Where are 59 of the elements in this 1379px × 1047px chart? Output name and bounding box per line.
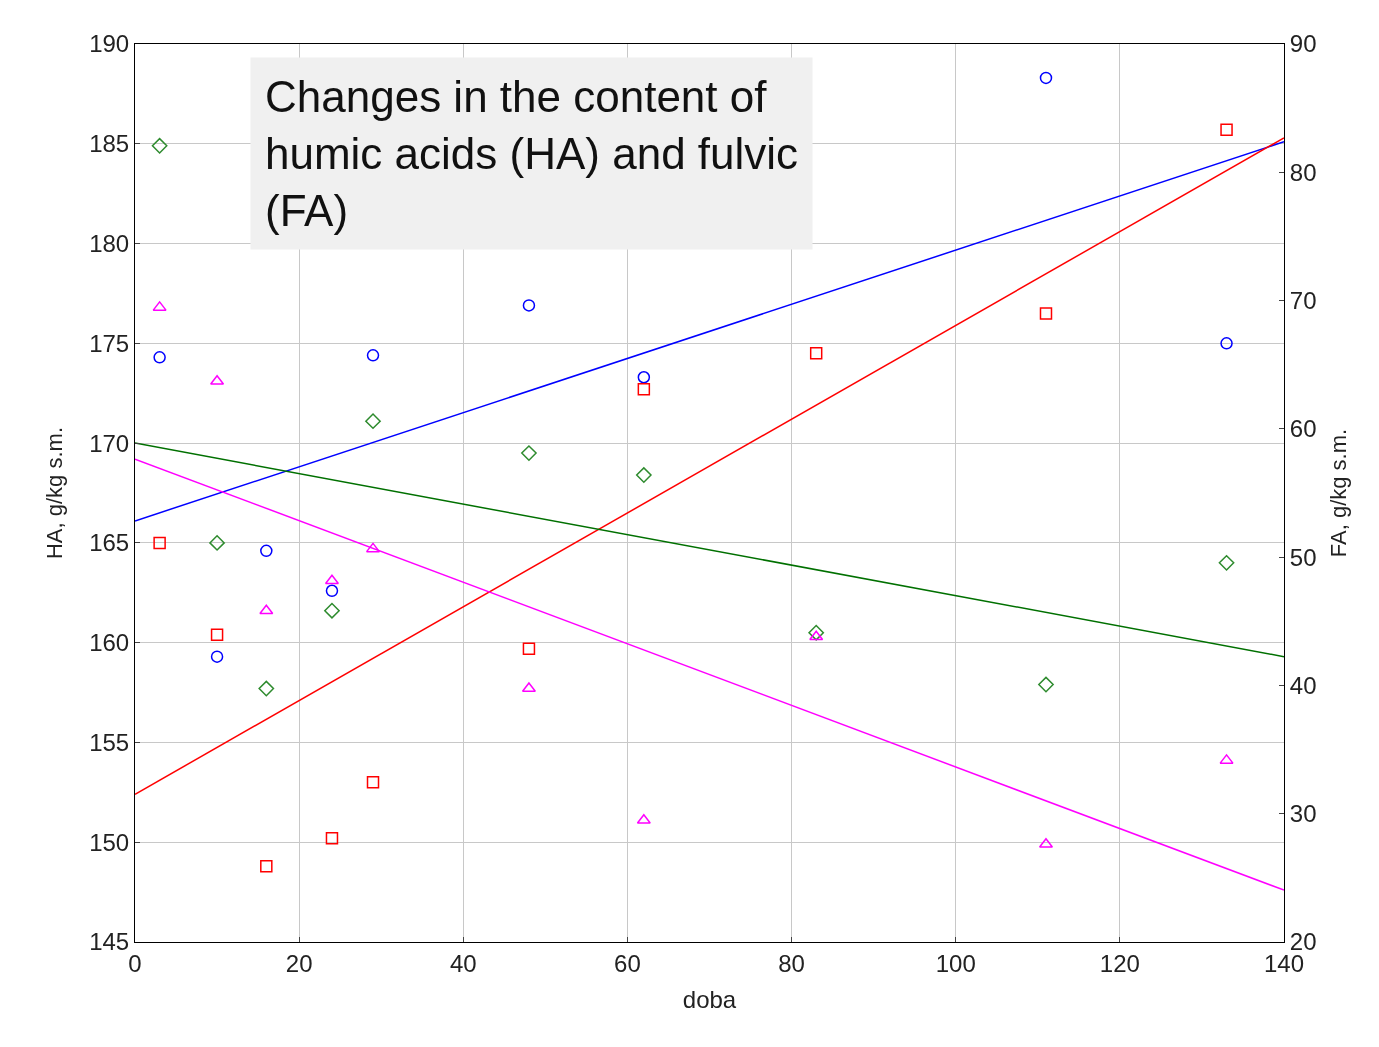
point: [637, 371, 651, 384]
point: [210, 650, 224, 663]
point: [366, 776, 380, 789]
point: [637, 382, 651, 396]
point: [522, 642, 536, 655]
point: [260, 859, 273, 873]
point: [325, 584, 339, 598]
y-tick-label: 145: [89, 928, 130, 956]
y-tick-label: 180: [89, 229, 130, 257]
y2-tick-label: 40: [1289, 671, 1317, 699]
point: [1218, 554, 1235, 571]
x-tick-label: 60: [614, 949, 641, 977]
point: [809, 630, 824, 641]
y2-axis-title: FA, g/kg s.m.: [1326, 428, 1352, 558]
y-axis-title: HA, g/kg s.m.: [41, 426, 67, 560]
point: [809, 347, 823, 360]
x-tick-label: 20: [285, 949, 313, 977]
point: [324, 602, 340, 619]
point: [1039, 71, 1053, 85]
point: [1039, 307, 1053, 320]
y-tick-label: 155: [89, 728, 130, 756]
x-tick-label: 40: [449, 949, 477, 977]
point: [1220, 123, 1233, 137]
point: [521, 445, 537, 461]
x-axis-title: doba: [682, 986, 737, 1014]
point: [1038, 676, 1054, 693]
point: [260, 544, 273, 558]
point: [153, 536, 166, 550]
y2-tick-label: 60: [1289, 415, 1317, 443]
y-tick-label: 165: [89, 529, 130, 557]
x-tick-label: 0: [128, 949, 142, 977]
y-tick-label: 190: [89, 30, 130, 58]
point: [365, 413, 381, 430]
point: [258, 680, 275, 697]
y-tick-label: 160: [89, 629, 130, 657]
y2-tick-label: 70: [1289, 286, 1317, 314]
point: [259, 604, 274, 615]
y-tick-label: 185: [89, 130, 130, 158]
y-tick-label: 175: [89, 329, 130, 357]
x-tick-label: 80: [778, 949, 805, 977]
point: [1220, 337, 1233, 350]
point: [522, 299, 536, 312]
text: Changes in the content of humic acids (HA) and fulvic (FA): [265, 72, 799, 236]
point: [153, 351, 166, 364]
point: [366, 349, 380, 362]
y-tick-label: 170: [89, 429, 130, 457]
point: [151, 137, 168, 154]
point: [635, 467, 652, 483]
y2-tick-label: 30: [1289, 800, 1317, 828]
point: [209, 534, 225, 551]
y2-tick-label: 50: [1289, 543, 1317, 571]
point: [808, 624, 825, 641]
point: [325, 831, 339, 845]
y2-tick-label: 80: [1289, 158, 1317, 186]
y2-tick-label: 90: [1289, 30, 1317, 58]
point: [210, 628, 224, 641]
y-tick-label: 150: [89, 828, 130, 856]
x-tick-label: 100: [935, 949, 976, 977]
x-tick-label: 120: [1099, 949, 1140, 977]
